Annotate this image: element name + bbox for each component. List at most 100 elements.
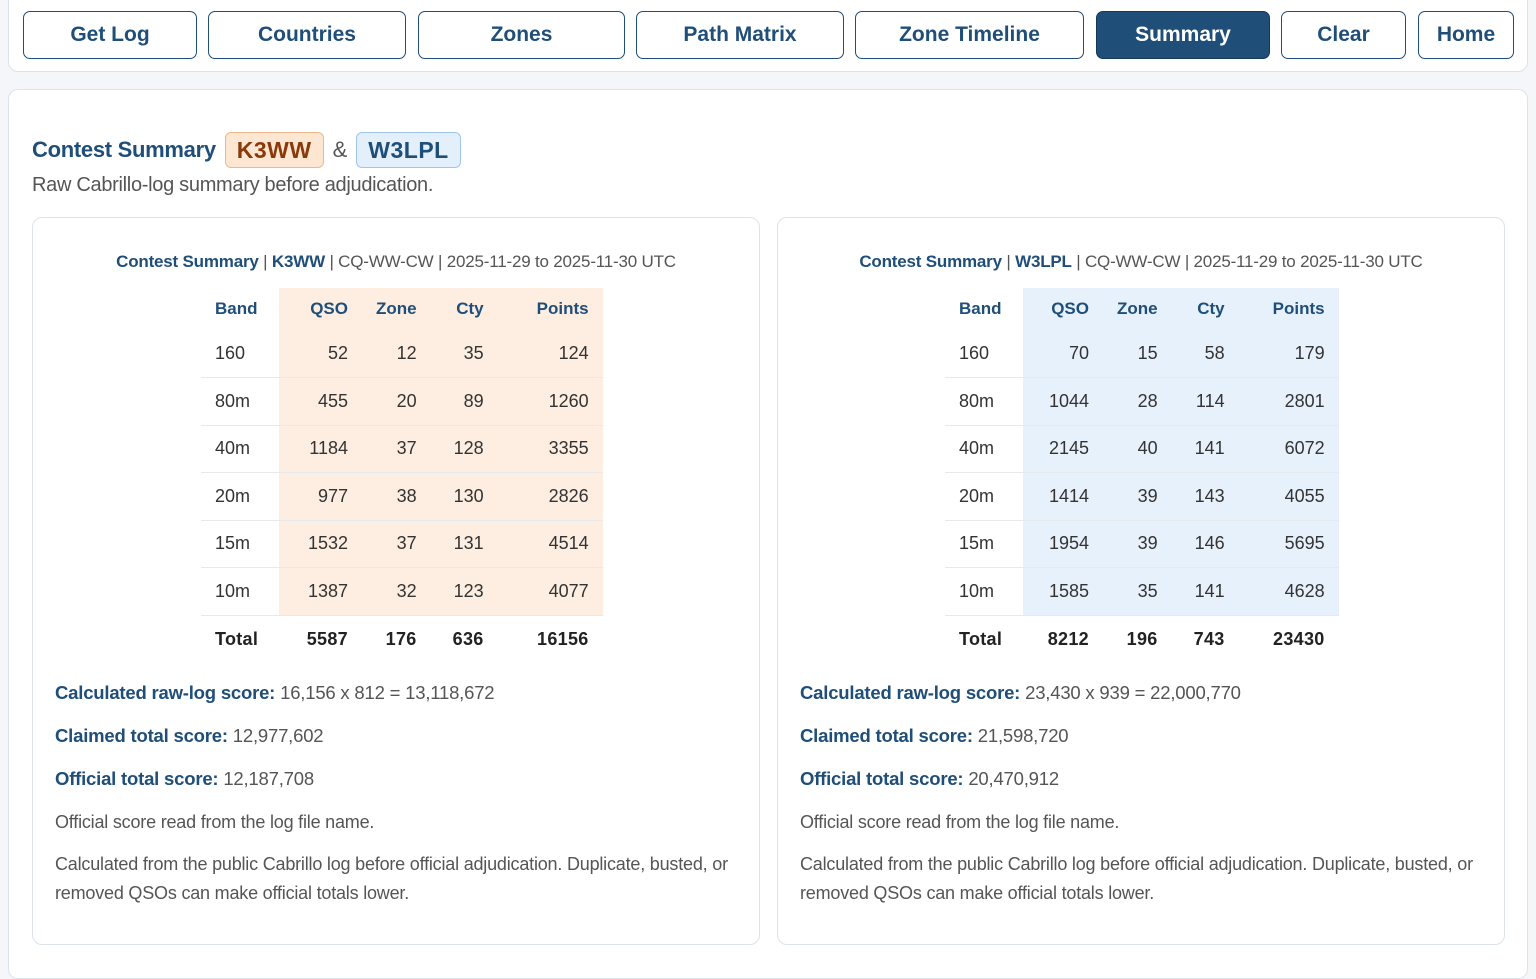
cell-qso: 455 <box>279 377 362 426</box>
cell-zone: 39 <box>1103 472 1172 521</box>
cell-zone: 39 <box>1103 520 1172 568</box>
clear-button[interactable]: Clear <box>1281 11 1406 59</box>
cell-band: 80m <box>201 377 279 426</box>
column-header-cty: Cty <box>430 288 498 330</box>
cell-cty: 130 <box>430 472 498 521</box>
cell-band: 20m <box>945 472 1023 521</box>
cell-points: 2801 <box>1238 377 1339 426</box>
total-row: Total 8212 196 743 23430 <box>945 615 1339 663</box>
cell-cty: 143 <box>1171 472 1239 521</box>
cell-zone: 35 <box>1103 567 1172 616</box>
table-header-row: Band QSO Zone Cty Points <box>201 288 603 330</box>
cell-band: 40m <box>201 425 279 473</box>
total-row: Total 5587 176 636 16156 <box>201 615 603 663</box>
cell-band: 10m <box>201 567 279 616</box>
panel-heading-rest: | CQ-WW-CW | 2025-11-29 to 2025-11-30 UT… <box>1071 252 1423 271</box>
cell-zone: 12 <box>362 330 431 378</box>
column-header-points: Points <box>1238 288 1339 330</box>
page-title-text: Contest Summary <box>32 137 216 162</box>
claimed-score-value: 21,598,720 <box>977 725 1069 746</box>
cell-points: 2826 <box>497 472 603 521</box>
official-score-label: Official total score: <box>55 768 219 789</box>
column-header-points: Points <box>497 288 603 330</box>
cell-cty: 146 <box>1171 520 1239 568</box>
table-row: 10m 1387 32 123 4077 <box>201 567 603 616</box>
cell-qso: 977 <box>279 472 362 521</box>
table-row: 15m 1954 39 146 5695 <box>945 520 1339 568</box>
adjudication-note: Calculated from the public Cabrillo log … <box>55 854 728 903</box>
column-header-cty: Cty <box>1171 288 1239 330</box>
cell-cty: 128 <box>430 425 498 473</box>
cell-band: 15m <box>201 520 279 568</box>
column-header-zone: Zone <box>362 288 431 330</box>
table-header-row: Band QSO Zone Cty Points <box>945 288 1339 330</box>
band-table: Band QSO Zone Cty Points 160 52 12 35 124 80… <box>201 288 603 663</box>
cell-band: 15m <box>945 520 1023 568</box>
table-row: 40m 2145 40 141 6072 <box>945 425 1339 473</box>
table-row: 40m 1184 37 128 3355 <box>201 425 603 473</box>
cell-points: 124 <box>497 330 603 378</box>
panel-heading-label: Contest Summary <box>859 252 1002 271</box>
cell-cty: 35 <box>430 330 498 378</box>
countries-button[interactable]: Countries <box>208 11 406 59</box>
column-header-qso: QSO <box>1023 288 1103 330</box>
claimed-score: Claimed total score: 21,598,720 <box>800 725 1069 747</box>
cell-qso: 52 <box>279 330 362 378</box>
cell-zone: 40 <box>1103 425 1172 473</box>
cell-cty: 123 <box>430 567 498 616</box>
calculated-score: Calculated raw-log score: 23,430 x 939 =… <box>800 682 1241 704</box>
path-matrix-button[interactable]: Path Matrix <box>636 11 844 59</box>
cell-qso: 1387 <box>279 567 362 616</box>
cell-band: 160 <box>945 330 1023 378</box>
calculated-score-label: Calculated raw-log score: <box>800 682 1021 703</box>
column-header-zone: Zone <box>1103 288 1172 330</box>
cell-zone: 15 <box>1103 330 1172 378</box>
page-title: Contest Summary K3WW & W3LPL <box>32 132 461 168</box>
cell-qso: 1184 <box>279 425 362 473</box>
cell-total-cty: 743 <box>1193 628 1225 649</box>
summary-panel-a: Contest Summary | K3WW | CQ-WW-CW | 2025… <box>32 217 760 945</box>
claimed-score-label: Claimed total score: <box>55 725 228 746</box>
column-header-band: Band <box>215 299 258 318</box>
official-score-value: 20,470,912 <box>968 768 1059 789</box>
cell-total-zone: 176 <box>385 628 417 649</box>
official-score-note: Official score read from the log file na… <box>800 812 1120 832</box>
callsign-badge-a: K3WW <box>224 132 324 168</box>
cell-cty: 141 <box>1171 567 1239 616</box>
cell-cty: 141 <box>1171 425 1239 473</box>
column-header-band: Band <box>959 299 1002 318</box>
cell-points: 3355 <box>497 425 603 473</box>
summary-button[interactable]: Summary <box>1096 11 1270 59</box>
cell-band: 160 <box>201 330 279 378</box>
cell-band: 40m <box>945 425 1023 473</box>
calculated-score-label: Calculated raw-log score: <box>55 682 276 703</box>
get-log-button[interactable]: Get Log <box>23 11 197 59</box>
summary-panel-b: Contest Summary | W3LPL | CQ-WW-CW | 202… <box>777 217 1505 945</box>
zones-button[interactable]: Zones <box>418 11 625 59</box>
cell-total-qso: 5587 <box>306 628 348 649</box>
table-row: 20m 1414 39 143 4055 <box>945 472 1339 521</box>
cell-points: 6072 <box>1238 425 1339 473</box>
cell-qso: 1954 <box>1023 520 1103 568</box>
cell-points: 1260 <box>497 377 603 426</box>
cell-qso: 70 <box>1023 330 1103 378</box>
cell-band: 10m <box>945 567 1023 616</box>
table-row: 20m 977 38 130 2826 <box>201 472 603 521</box>
official-score-value: 12,187,708 <box>223 768 314 789</box>
cell-zone: 37 <box>362 520 431 568</box>
cell-total-label: Total <box>959 628 1003 649</box>
calculated-score: Calculated raw-log score: 16,156 x 812 =… <box>55 682 495 704</box>
table-row: 10m 1585 35 141 4628 <box>945 567 1339 616</box>
panel-heading-rest: | CQ-WW-CW | 2025-11-29 to 2025-11-30 UT… <box>324 252 676 271</box>
cell-points: 5695 <box>1238 520 1339 568</box>
table-row: 160 70 15 58 179 <box>945 330 1339 378</box>
cell-qso: 1532 <box>279 520 362 568</box>
zone-timeline-button[interactable]: Zone Timeline <box>855 11 1084 59</box>
claimed-score-value: 12,977,602 <box>232 725 324 746</box>
table-row: 80m 455 20 89 1260 <box>201 377 603 426</box>
official-score-label: Official total score: <box>800 768 964 789</box>
cell-points: 4055 <box>1238 472 1339 521</box>
panel-heading-call: K3WW <box>271 252 325 271</box>
home-button[interactable]: Home <box>1418 11 1514 59</box>
official-score: Official total score: 12,187,708 <box>55 768 314 790</box>
